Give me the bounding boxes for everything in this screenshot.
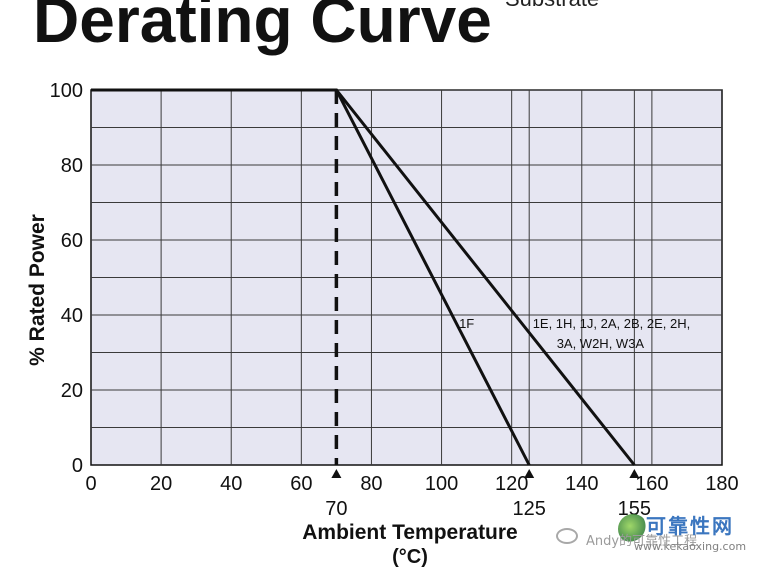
x-axis-unit: (°C): [392, 546, 428, 568]
kekaoxing-logo-icon: [618, 514, 648, 544]
x-tick-label: 100: [425, 473, 458, 495]
watermark-prefix: Andy的可靠性工程: [586, 534, 698, 549]
y-axis-label: % Rated Power: [26, 214, 49, 366]
page-title: Derating Curve: [33, 0, 492, 56]
watermark-url: www.kekaoxing.com: [634, 540, 747, 553]
x-tick-label: 80: [360, 473, 382, 495]
x-tick-label: 180: [705, 473, 738, 495]
x-tick-label: 0: [85, 473, 96, 495]
y-tick-label: 100: [50, 80, 83, 102]
y-tick-label: 60: [61, 230, 83, 252]
grid: [91, 89, 722, 465]
series-labels: 1F 1E, 1H, 1J, 2A, 2B, 2E, 2H, 3A, W2H, W3…: [459, 316, 690, 351]
x-tick-labels: 0 20 40 60 80 100 120 140 160 180: [85, 473, 738, 495]
watermark-name: 可靠性网: [646, 514, 734, 538]
series-lines: [91, 88, 636, 466]
y-tick-label: 0: [72, 455, 83, 477]
special-tick-label: 70: [325, 498, 347, 520]
special-tick-marker: [524, 469, 535, 478]
x-axis-label: Ambient Temperature: [302, 521, 518, 544]
y-tick-label: 40: [61, 305, 83, 327]
x-tick-label: 40: [220, 473, 242, 495]
wechat-icon: [556, 528, 578, 544]
x-tick-label: 160: [635, 473, 668, 495]
special-tick-marker: [331, 469, 342, 478]
series-line-2: [91, 88, 636, 466]
special-tick-label: 125: [513, 498, 546, 520]
y-tick-label: 20: [61, 380, 83, 402]
x-tick-label: 140: [565, 473, 598, 495]
x-tick-label: 120: [495, 473, 528, 495]
series-label-1: 1F: [459, 316, 474, 331]
special-tick-marker: [629, 469, 640, 478]
series-label-2-line: 1E, 1H, 1J, 2A, 2B, 2E, 2H,: [533, 316, 691, 331]
title-fragment: Substrate: [505, 0, 599, 12]
watermark: Andy的可靠性工程 可靠性网 www.kekaoxing.com: [556, 510, 756, 566]
series-label-2-line: 3A, W2H, W3A: [557, 336, 645, 351]
x-tick-label: 60: [290, 473, 312, 495]
x-tick-label: 20: [150, 473, 172, 495]
y-tick-labels: 0 20 40 60 80 100: [50, 80, 83, 477]
y-tick-label: 80: [61, 155, 83, 177]
